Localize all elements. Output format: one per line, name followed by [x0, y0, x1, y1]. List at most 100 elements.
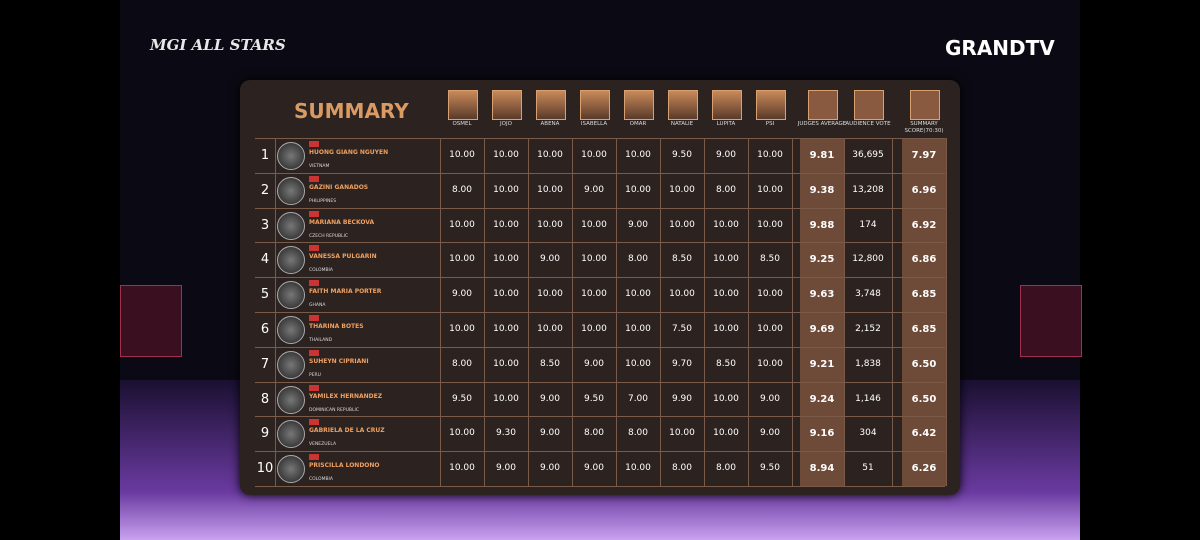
- column-divider: [572, 138, 573, 486]
- score: 10.00: [449, 463, 475, 474]
- score: 10.00: [713, 219, 739, 230]
- score: 9.00: [539, 428, 561, 439]
- row-divider: [255, 242, 945, 244]
- score: 9.50: [583, 393, 605, 404]
- column-header: ISABELLA: [580, 121, 608, 127]
- score: 10.00: [493, 219, 519, 230]
- score: 10.00: [757, 289, 783, 300]
- score: 9.00: [715, 150, 737, 160]
- contestant-country: GHANA: [309, 303, 326, 309]
- column-divider: [748, 138, 749, 486]
- column-divider: [792, 138, 793, 486]
- score: 10.00: [625, 150, 651, 160]
- contestant-name: YAMILEX HERNANDEZ: [309, 392, 383, 400]
- contestant-name: HUONG GIANG NGUYEN: [309, 149, 389, 156]
- score: 8.00: [451, 358, 473, 369]
- score: 10.00: [713, 289, 739, 300]
- score: 10.00: [669, 428, 695, 439]
- row-divider: [255, 207, 945, 209]
- contestant-name: FAITH MARIA PORTER: [309, 288, 382, 296]
- vote-count: 1,146: [855, 393, 881, 404]
- score: 10.00: [449, 219, 475, 230]
- score: 10.00: [493, 184, 519, 195]
- contestant-country: CZECH REPUBLIC: [309, 233, 349, 239]
- score: 6.92: [911, 219, 937, 231]
- channel-logo: GRANDTV: [945, 36, 1055, 60]
- column-header: NATALIE: [670, 121, 694, 127]
- vote-count: 1,838: [855, 358, 881, 369]
- score: 9.50: [451, 393, 473, 404]
- contestant-country: VENEZUELA: [309, 442, 337, 448]
- score: 10.00: [713, 393, 739, 404]
- score: 8.00: [671, 463, 693, 474]
- score: 10.00: [581, 150, 607, 160]
- score: 8.50: [539, 358, 561, 369]
- column-divider: [844, 138, 845, 486]
- score: 10.00: [625, 463, 651, 474]
- score: 10.00: [581, 219, 607, 230]
- side-screen: [120, 285, 182, 357]
- flag: [309, 419, 319, 426]
- flag: [309, 349, 319, 356]
- row-divider: [255, 486, 945, 487]
- score: 10.00: [713, 324, 739, 334]
- score: 9.70: [671, 358, 693, 369]
- judge-photo: [712, 90, 742, 120]
- contestant-photo: [277, 350, 305, 379]
- vote-count: 13,208: [852, 184, 884, 195]
- row-divider: [255, 172, 945, 174]
- score: 9.00: [759, 428, 781, 439]
- score: 10.00: [625, 358, 651, 369]
- rank: 8: [260, 391, 270, 407]
- score: 10.00: [449, 254, 475, 265]
- vote-count: 2,152: [855, 324, 881, 334]
- flag: [309, 315, 319, 321]
- column-header: OSMEL: [452, 121, 472, 127]
- rank: 2: [260, 182, 270, 198]
- letterbox-right: [1080, 0, 1200, 540]
- column-divider: [704, 138, 705, 486]
- contestant-name: SUHEYN CIPRIANI: [309, 357, 369, 365]
- row-divider: [255, 138, 945, 139]
- score: 10.00: [493, 254, 519, 265]
- side-screen: [1020, 285, 1082, 357]
- contestant-country: PHILIPPINES: [309, 198, 337, 204]
- score: 6.50: [911, 358, 937, 370]
- column-header: JOJO: [500, 121, 512, 127]
- score: 10.00: [669, 289, 695, 300]
- rank: 4: [260, 252, 270, 268]
- column-header: LUPITA: [716, 121, 736, 127]
- score: 9.50: [671, 150, 693, 160]
- score: 9.00: [539, 393, 561, 404]
- score: 10.00: [537, 184, 563, 195]
- contestant-name: THARINA BOTES: [309, 323, 364, 330]
- contestant-photo: [277, 420, 305, 449]
- contestant-photo: [277, 246, 305, 275]
- score: 10.00: [757, 219, 783, 230]
- contestant-photo: [277, 211, 305, 240]
- column-header: OMAR: [629, 121, 647, 127]
- score: 6.85: [911, 289, 937, 301]
- rank: 3: [260, 217, 270, 233]
- contestant-name: PRISCILLA LONDONO: [309, 462, 380, 470]
- rank: 6: [260, 322, 270, 337]
- flag: [309, 175, 319, 182]
- score: 7.50: [671, 324, 693, 334]
- score: 9.00: [539, 463, 561, 474]
- score: 10.00: [757, 324, 783, 334]
- score: 9.30: [495, 428, 517, 439]
- score: 10.00: [757, 150, 783, 160]
- flag: [309, 245, 319, 252]
- score: 6.26: [911, 463, 937, 475]
- column-header: PSI: [765, 121, 775, 127]
- contestant-name: MARIANA BECKOVA: [309, 218, 375, 226]
- vote-count: 304: [859, 428, 877, 439]
- score: 8.94: [809, 463, 835, 475]
- vote-count: 36,695: [852, 150, 884, 160]
- contestant-country: THAILAND: [309, 338, 333, 343]
- score: 10.00: [625, 324, 651, 334]
- rank: 7: [260, 356, 270, 372]
- score: 8.50: [715, 358, 737, 369]
- score: 6.50: [911, 393, 937, 405]
- row-divider: [255, 416, 945, 418]
